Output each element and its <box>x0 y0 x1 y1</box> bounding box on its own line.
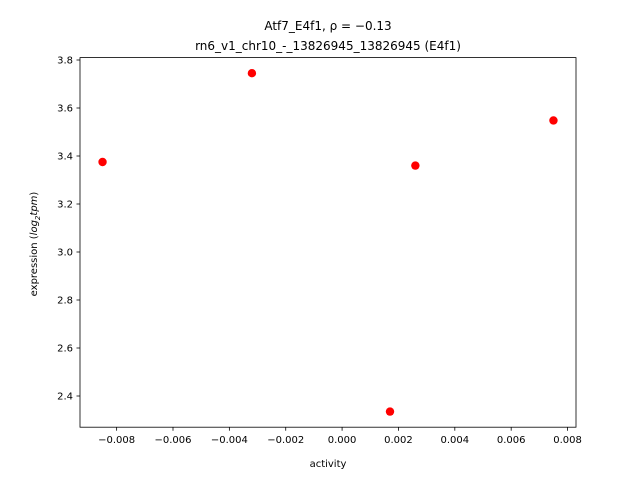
plot-area-frame <box>79 57 577 428</box>
data-point <box>411 161 420 170</box>
x-tick-label: −0.002 <box>267 435 304 446</box>
x-axis-ticks: −0.008 −0.006 −0.004 −0.002 0.000 0.002 0.004 0… <box>98 427 582 446</box>
x-tick-label: 0.006 <box>497 435 526 446</box>
data-point <box>385 407 395 416</box>
y-tick-label: 2.8 <box>57 296 73 307</box>
x-axis-label: activity <box>310 459 347 470</box>
chart-title-line2: rn6_v1_chr10_-_13826945_13826945 (E4f1) <box>195 39 461 53</box>
chart-title: Atf7_E4f1, ρ = −0.13 rn6_v1_chr10_-_1382… <box>195 19 461 53</box>
x-tick-label: 0.000 <box>328 435 357 446</box>
data-point <box>98 157 107 167</box>
x-tick-label: 0.004 <box>440 435 469 446</box>
x-tick-label: 0.008 <box>553 435 582 446</box>
data-point <box>247 69 257 78</box>
data-points <box>98 69 558 416</box>
x-tick-label: −0.006 <box>154 435 191 446</box>
x-tick-label: −0.004 <box>211 435 248 446</box>
x-tick-label: 0.002 <box>384 435 413 446</box>
y-tick-label: 2.4 <box>57 392 73 403</box>
chart-title-line1: Atf7_E4f1, ρ = −0.13 <box>264 19 391 33</box>
y-tick-label: 3.2 <box>57 200 73 211</box>
y-tick-label: 3.6 <box>57 104 73 115</box>
y-axis-label: expression (log2tpm) <box>29 192 42 297</box>
x-tick-label: −0.008 <box>98 435 135 446</box>
y-tick-label: 3.0 <box>57 248 73 259</box>
y-tick-label: 3.4 <box>57 152 73 163</box>
y-axis-ticks: 2.4 2.6 2.8 3.0 3.2 3.4 3.6 3.8 <box>57 56 80 403</box>
data-point <box>549 116 558 125</box>
y-tick-label: 3.8 <box>57 56 73 67</box>
y-tick-label: 2.6 <box>57 344 73 355</box>
